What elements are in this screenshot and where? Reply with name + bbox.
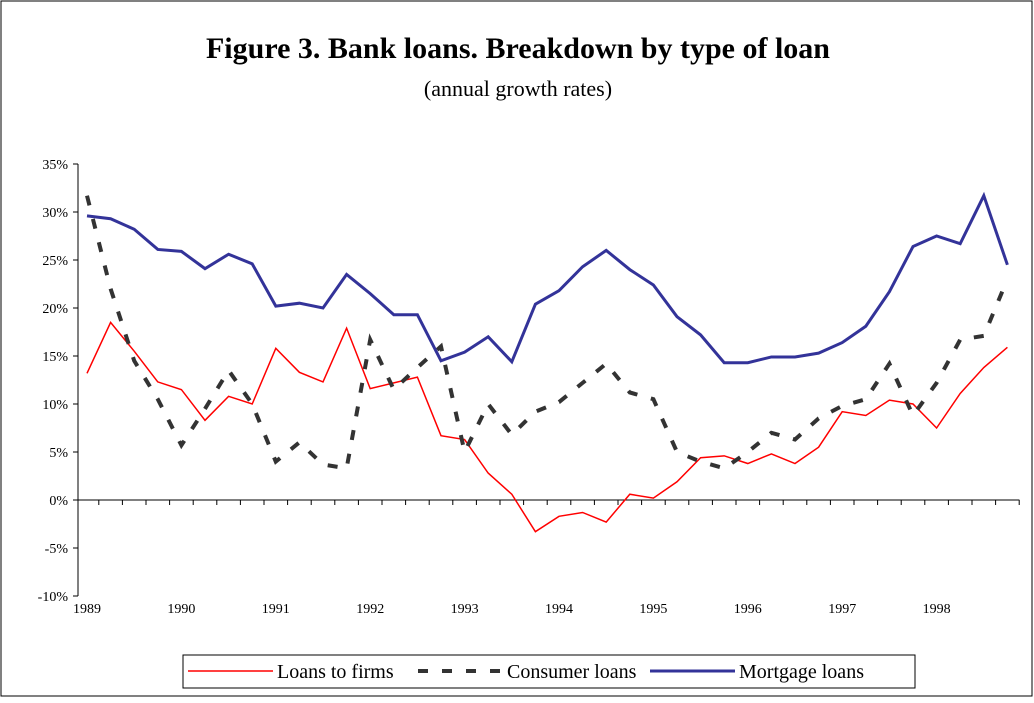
series-line: [85, 195, 1010, 471]
legend-label: Mortgage loans: [739, 661, 864, 683]
y-tick-label: 5%: [49, 446, 68, 461]
x-tick-label: 1994: [545, 602, 573, 617]
x-tick-label: 1995: [639, 602, 667, 617]
x-tick-label: 1989: [73, 602, 101, 617]
legend-box: [182, 654, 916, 689]
chart-subtitle: (annual growth rates): [424, 76, 612, 101]
y-tick-label: 35%: [42, 158, 68, 173]
legend-label: Loans to firms: [277, 661, 394, 683]
x-tick-label: 1993: [451, 602, 479, 617]
series-line: [86, 321, 1008, 533]
legend-label: Consumer loans: [507, 661, 637, 683]
x-tick-label: 1991: [262, 602, 290, 617]
y-tick-label: -10%: [38, 590, 69, 605]
y-tick-label: -5%: [45, 542, 69, 557]
x-tick-label: 1992: [356, 602, 384, 617]
x-tick-label: 1998: [923, 602, 951, 617]
y-tick-label: 0%: [49, 494, 68, 509]
y-tick-label: 25%: [42, 254, 68, 269]
chart-title: Figure 3. Bank loans. Breakdown by type …: [206, 32, 830, 65]
y-tick-label: 30%: [42, 206, 68, 221]
y-tick-label: 10%: [42, 398, 68, 413]
y-tick-label: 20%: [42, 302, 68, 317]
x-tick-label: 1990: [167, 602, 195, 617]
x-tick-label: 1996: [734, 602, 762, 617]
y-tick-label: 15%: [42, 350, 68, 365]
series-line: [86, 191, 1009, 365]
x-tick-label: 1997: [828, 602, 856, 617]
